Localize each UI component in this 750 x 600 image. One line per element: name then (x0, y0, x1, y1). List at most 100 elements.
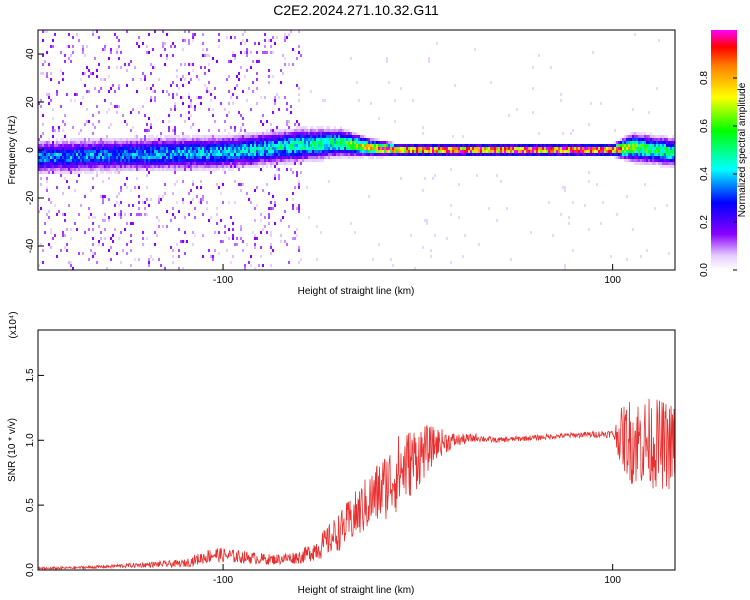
heatmap-cell (170, 84, 172, 87)
heatmap-cell (194, 156, 196, 159)
heatmap-cell (136, 138, 138, 141)
heatmap-cell (40, 72, 42, 75)
heatmap-cell (50, 165, 52, 168)
heatmap-cell (416, 150, 418, 153)
heatmap-cell (282, 147, 284, 150)
heatmap-cell (128, 138, 130, 141)
heatmap-cell (104, 213, 106, 216)
heatmap-cell (384, 153, 386, 156)
heatmap-cell (172, 255, 174, 258)
heatmap-cell (204, 153, 206, 156)
heatmap-cell (310, 153, 312, 156)
heatmap-cell (224, 168, 226, 171)
heatmap-cell (498, 147, 500, 150)
heatmap-cell (522, 150, 524, 153)
heatmap-cell (448, 153, 450, 156)
heatmap-cell (202, 168, 204, 171)
heatmap-cell (250, 135, 252, 138)
heatmap-cell (306, 153, 308, 156)
heatmap-cell (170, 150, 172, 153)
heatmap-cell (324, 132, 326, 135)
heatmap-cell (174, 138, 176, 141)
heatmap-cell (130, 153, 132, 156)
heatmap-cell (358, 138, 360, 141)
heatmap-cell (276, 162, 278, 165)
heatmap-cell (626, 138, 628, 141)
heatmap-cell (82, 162, 84, 165)
heatmap-cell (40, 165, 42, 168)
heatmap-cell (60, 51, 62, 54)
heatmap-cell (236, 162, 238, 165)
heatmap-cell (618, 144, 620, 147)
heatmap-cell (572, 249, 574, 252)
heatmap-cell (610, 144, 612, 147)
heatmap-cell (298, 87, 300, 90)
heatmap-cell (208, 135, 210, 138)
heatmap-cell (232, 93, 234, 96)
heatmap-cell (198, 141, 200, 144)
heatmap-cell (626, 141, 628, 144)
heatmap-cell (620, 150, 622, 153)
heatmap-cell (52, 159, 54, 162)
heatmap-cell (160, 135, 162, 138)
heatmap-cell (260, 135, 262, 138)
heatmap-cell (208, 147, 210, 150)
heatmap-cell (232, 51, 234, 54)
heatmap-cell (328, 138, 330, 141)
heatmap-cell (124, 168, 126, 171)
heatmap-cell (78, 150, 80, 153)
heatmap-cell (232, 102, 234, 105)
heatmap-cell (616, 150, 618, 153)
heatmap-cell (346, 156, 348, 159)
heatmap-cell (250, 132, 252, 135)
heatmap-cell (496, 147, 498, 150)
heatmap-cell (410, 234, 412, 237)
heatmap-cell (560, 150, 562, 153)
heatmap-cell (148, 117, 150, 120)
heatmap-cell (226, 141, 228, 144)
heatmap-cell (290, 141, 292, 144)
heatmap-cell (264, 162, 266, 165)
heatmap-cell (424, 219, 426, 222)
heatmap-cell (124, 141, 126, 144)
heatmap-cell (418, 147, 420, 150)
heatmap-cell (82, 159, 84, 162)
heatmap-cell (40, 159, 42, 162)
heatmap-cell (128, 150, 130, 153)
heatmap-cell (304, 156, 306, 159)
heatmap-cell (202, 141, 204, 144)
heatmap-cell (632, 132, 634, 135)
heatmap-cell (150, 126, 152, 129)
heatmap-cell (420, 144, 422, 147)
heatmap-cell (94, 165, 96, 168)
heatmap-cell (248, 156, 250, 159)
heatmap-cell (262, 153, 264, 156)
heatmap-cell (60, 105, 62, 108)
heatmap-cell (340, 156, 342, 159)
heatmap-cell (322, 156, 324, 159)
heatmap-cell (204, 165, 206, 168)
heatmap-cell (152, 66, 154, 69)
heatmap-cell (220, 150, 222, 153)
heatmap-cell (146, 138, 148, 141)
heatmap-cell (154, 156, 156, 159)
heatmap-cell (178, 153, 180, 156)
heatmap-cell (640, 144, 642, 147)
heatmap-cell (232, 165, 234, 168)
heatmap-cell (152, 90, 154, 93)
heatmap-cell (462, 135, 464, 138)
heatmap-cell (64, 135, 66, 138)
heatmap-cell (514, 147, 516, 150)
heatmap-cell (250, 162, 252, 165)
heatmap-cell (254, 267, 256, 270)
heatmap-cell (102, 198, 104, 201)
heatmap-cell (314, 159, 316, 162)
heatmap-cell (666, 144, 668, 147)
heatmap-cell (378, 147, 380, 150)
heatmap-cell (112, 153, 114, 156)
heatmap-cell (300, 258, 302, 261)
heatmap-cell (668, 138, 670, 141)
heatmap-cell (210, 153, 212, 156)
heatmap-cell (52, 156, 54, 159)
heatmap-cell (130, 159, 132, 162)
